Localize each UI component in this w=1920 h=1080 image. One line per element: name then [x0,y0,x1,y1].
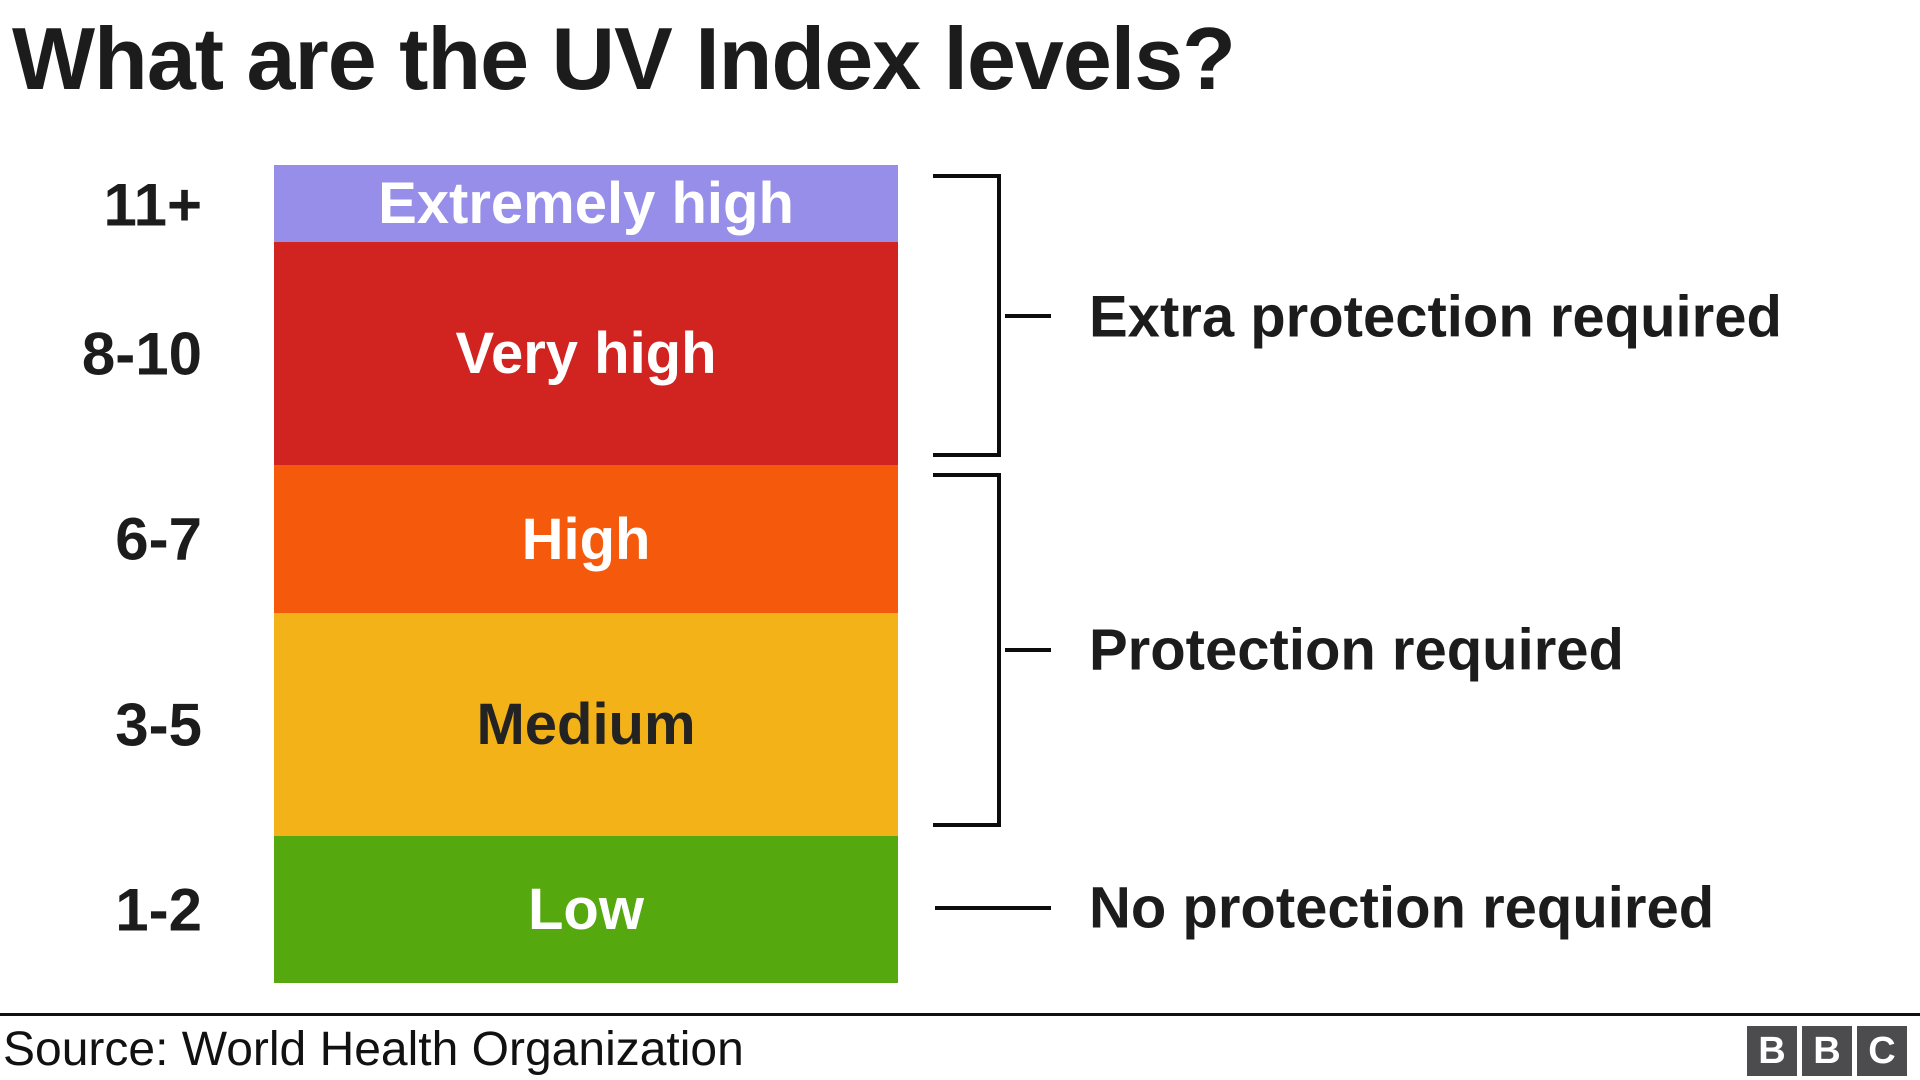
annotation-protection: Protection required [1089,617,1624,683]
segment-label: Very high [455,321,717,386]
bbc-logo-letter: B [1758,1029,1786,1072]
source-text: Source: World Health Organization [3,1023,744,1076]
bracket-protection [933,473,1001,827]
uv-index-stacked-bar: Extremely high Very high High Medium Low [274,165,898,983]
bbc-logo-box-c: C [1857,1026,1907,1076]
bracket-protection-tick [1005,648,1051,652]
range-label-6-7: 6-7 [115,505,202,573]
bbc-logo-box-b2: B [1802,1026,1852,1076]
range-label-11plus: 11+ [103,171,202,239]
range-label-8-10: 8-10 [81,320,202,388]
footer-divider [0,1013,1920,1016]
bracket-extra-protection-tick [1005,314,1051,318]
segment-high: High [274,465,898,613]
annotation-no-protection: No protection required [1089,875,1715,941]
segment-label: Low [528,877,644,942]
segment-label: Medium [476,692,696,757]
range-label-3-5: 3-5 [115,691,202,759]
bracket-extra-protection [933,174,1001,457]
bbc-logo: B B C [1747,1026,1907,1076]
range-label-1-2: 1-2 [115,876,202,944]
annotation-extra-protection: Extra protection required [1089,284,1782,350]
segment-very-high: Very high [274,242,898,465]
segment-medium: Medium [274,613,898,836]
bbc-logo-letter: B [1813,1029,1841,1072]
page-title: What are the UV Index levels? [12,9,1236,108]
segment-label: High [521,506,651,572]
no-protection-connector-line [935,906,1051,910]
bbc-logo-letter: C [1868,1029,1896,1072]
segment-label: Extremely high [378,171,794,236]
segment-low: Low [274,836,898,983]
segment-extremely-high: Extremely high [274,165,898,242]
bbc-logo-box-b1: B [1747,1026,1797,1076]
